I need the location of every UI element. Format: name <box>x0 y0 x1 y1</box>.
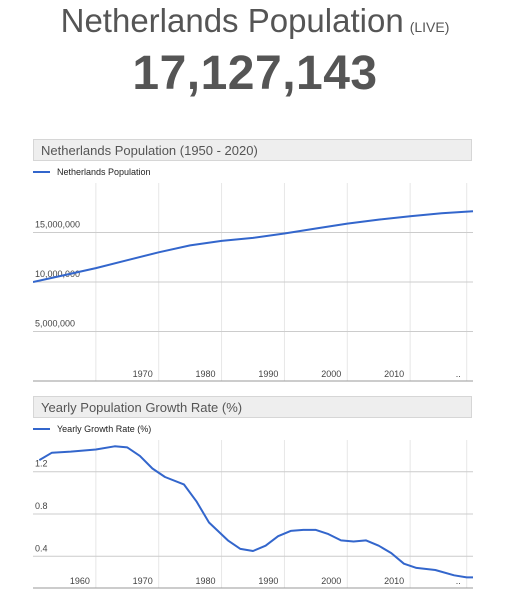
population-y-tick-label: 5,000,000 <box>35 319 75 329</box>
growth-legend-label: Yearly Growth Rate (%) <box>57 424 151 434</box>
growth-x-tick-label: 1960 <box>70 576 90 586</box>
population-legend-label: Netherlands Population <box>57 167 151 177</box>
population-series-line <box>33 210 474 283</box>
population-chart: 5,000,000 10,000,000 15,000,000 1970 1980 199… <box>33 167 474 382</box>
population-y-tick-label: 10,000,000 <box>35 269 80 279</box>
growth-x-tick-label: 1990 <box>258 576 278 586</box>
population-chart-title: Netherlands Population (1950 - 2020) <box>33 139 472 161</box>
population-x-tick-label: 2000 <box>321 369 341 379</box>
growth-x-tick-label: .. <box>456 576 461 586</box>
growth-x-tick-label: 1980 <box>196 576 216 586</box>
growth-y-tick-label: 1.2 <box>35 459 48 469</box>
growth-x-tick-label: 2010 <box>384 576 404 586</box>
page-title-text: Netherlands Population <box>60 2 404 39</box>
page-title: Netherlands Population (LIVE) <box>0 2 510 40</box>
growth-x-tick-label: 2000 <box>321 576 341 586</box>
growth-y-tick-label: 0.8 <box>35 501 48 511</box>
growth-x-tick-label: 1970 <box>133 576 153 586</box>
population-x-tick-label: 1990 <box>258 369 278 379</box>
population-y-tick-label: 15,000,000 <box>35 220 80 230</box>
population-chart-panel: Netherlands Population (1950 - 2020) 5,0… <box>33 139 474 384</box>
growth-rate-chart: 0.4 0.8 1.2 1960 1970 1980 1990 2000 2010 .. Yearl… <box>33 424 473 589</box>
population-x-tick-label: 1970 <box>133 369 153 379</box>
growth-rate-chart-panel: Yearly Population Growth Rate (%) 0.4 0.8… <box>33 396 474 596</box>
growth-rate-chart-title: Yearly Population Growth Rate (%) <box>33 396 472 418</box>
population-x-tick-label: .. <box>456 369 461 379</box>
growth-y-tick-label: 0.4 <box>35 543 48 553</box>
live-population-counter: 17,127,143 <box>132 47 378 100</box>
population-x-tick-label: 2010 <box>384 369 404 379</box>
growth-series-line <box>38 445 473 579</box>
population-x-tick-label: 1980 <box>196 369 216 379</box>
live-label: (LIVE) <box>409 19 450 35</box>
